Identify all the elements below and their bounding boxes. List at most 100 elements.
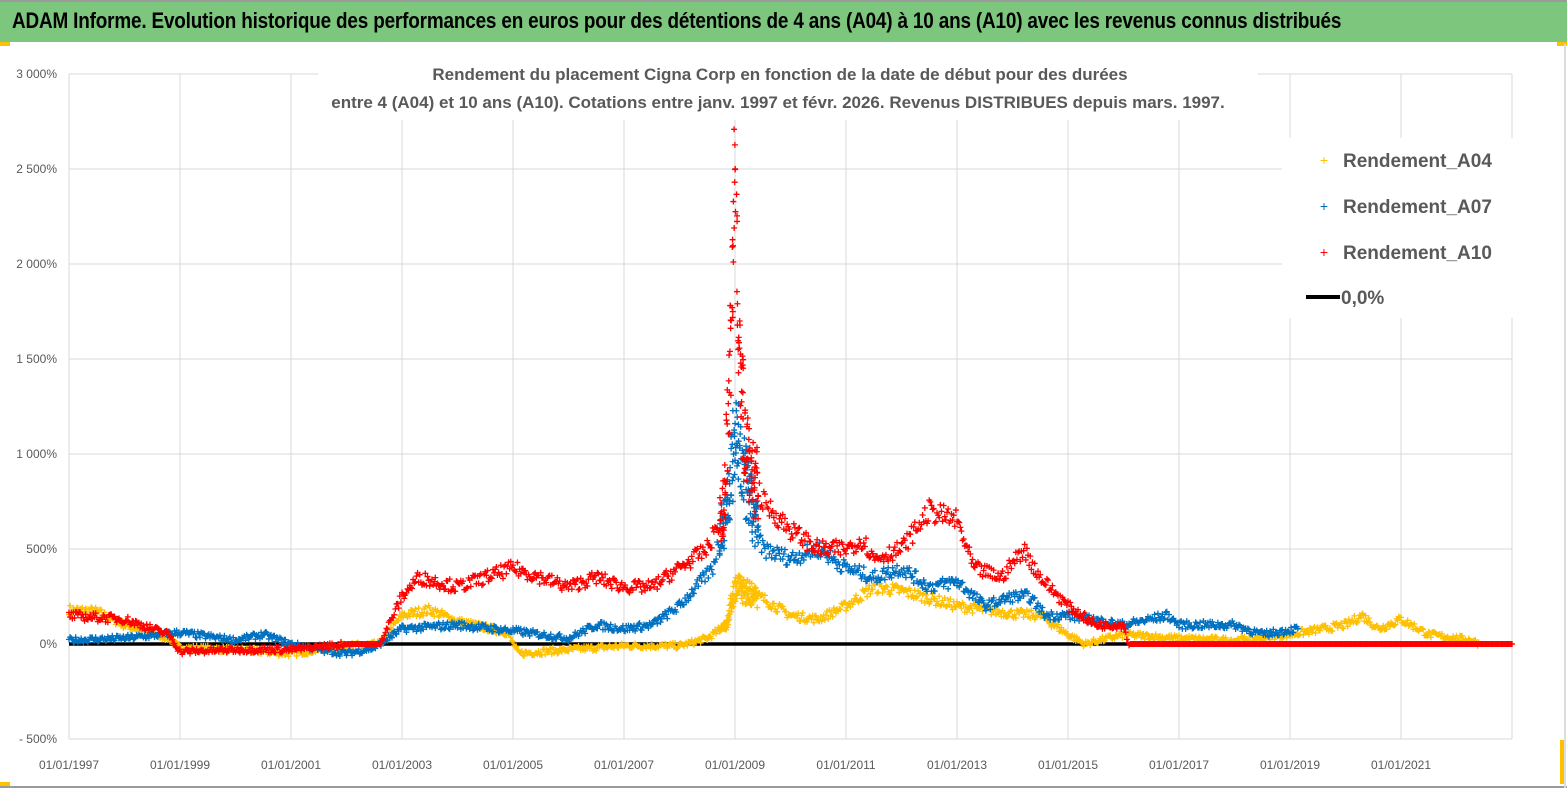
data-point <box>297 647 304 654</box>
data-point <box>234 644 241 651</box>
data-point <box>522 567 529 574</box>
data-point <box>730 258 737 265</box>
data-point <box>781 546 788 553</box>
data-point <box>754 469 761 476</box>
data-point <box>929 581 936 588</box>
data-point <box>837 606 844 613</box>
data-point <box>1312 630 1319 637</box>
data-point <box>705 541 712 548</box>
data-point <box>1159 611 1166 618</box>
data-point <box>751 484 758 491</box>
data-point <box>867 574 874 581</box>
data-point <box>720 524 727 531</box>
data-point <box>514 559 521 566</box>
data-point <box>724 467 731 474</box>
data-point <box>922 591 929 598</box>
data-marks <box>66 100 1515 660</box>
frame-border <box>1564 44 1566 788</box>
data-point <box>1280 631 1287 638</box>
data-point <box>730 198 737 205</box>
data-point <box>1322 622 1329 629</box>
data-point <box>907 531 914 538</box>
data-point <box>659 576 666 583</box>
data-point <box>1234 635 1241 642</box>
data-point <box>1108 616 1115 623</box>
data-point <box>797 617 804 624</box>
data-point <box>1309 629 1316 636</box>
data-point <box>897 548 904 555</box>
data-point <box>276 634 283 641</box>
data-point <box>756 533 763 540</box>
data-point <box>894 539 901 546</box>
data-point <box>729 498 736 505</box>
data-point <box>896 547 903 554</box>
data-point <box>1459 632 1466 639</box>
data-point <box>749 537 756 544</box>
data-point <box>1465 635 1472 642</box>
data-point <box>708 566 715 573</box>
data-point <box>941 513 948 520</box>
data-point <box>704 537 711 544</box>
data-point <box>779 603 786 610</box>
data-point <box>880 565 887 572</box>
data-point <box>925 517 932 524</box>
data-point <box>1209 618 1216 625</box>
data-point <box>567 580 574 587</box>
data-point <box>919 584 926 591</box>
data-point <box>321 650 328 657</box>
data-point <box>1354 618 1361 625</box>
data-point <box>729 243 736 250</box>
data-point <box>825 615 832 622</box>
data-point <box>700 548 707 555</box>
data-point <box>538 633 545 640</box>
legend-label-a07: Rendement_A07 <box>1343 197 1492 218</box>
data-point <box>957 524 964 531</box>
data-point <box>446 576 453 583</box>
data-point <box>510 638 516 645</box>
data-point <box>713 556 720 563</box>
data-point <box>969 595 976 602</box>
data-point <box>377 640 384 647</box>
data-point <box>177 646 183 653</box>
data-point <box>733 288 740 295</box>
data-point <box>599 574 606 581</box>
data-point <box>450 583 457 590</box>
data-point <box>104 619 111 626</box>
data-point <box>72 634 79 641</box>
data-point <box>507 634 514 641</box>
data-point <box>735 346 742 353</box>
data-point <box>329 640 336 647</box>
data-point <box>1119 634 1126 641</box>
data-point <box>730 242 737 249</box>
data-point <box>834 565 841 572</box>
data-point <box>708 635 715 642</box>
data-point <box>748 472 755 479</box>
data-point <box>752 585 759 592</box>
data-point <box>576 586 583 593</box>
data-point <box>468 621 475 628</box>
data-point <box>798 537 805 544</box>
data-point <box>951 579 958 586</box>
data-point <box>757 532 764 539</box>
data-point <box>945 505 952 512</box>
data-point <box>1067 599 1074 606</box>
x-tick-label: 01/01/2003 <box>372 758 432 772</box>
data-point <box>387 624 394 631</box>
axis-ticks: - 500% 0% 500% 1 000% 1 500% 2 000% 2 500% 3 00… <box>16 67 1431 772</box>
data-point <box>534 628 541 635</box>
data-point <box>1042 582 1049 589</box>
data-point <box>968 605 975 612</box>
data-point <box>1404 617 1411 624</box>
data-point <box>427 610 434 617</box>
data-point <box>221 632 228 639</box>
data-point <box>752 511 759 518</box>
data-point <box>572 581 579 588</box>
data-point <box>884 568 891 575</box>
data-point <box>866 554 873 561</box>
data-point <box>902 574 909 581</box>
data-point <box>685 597 692 604</box>
data-point <box>732 595 739 602</box>
data-point <box>803 552 810 559</box>
data-point <box>780 550 787 557</box>
data-point <box>920 577 927 584</box>
